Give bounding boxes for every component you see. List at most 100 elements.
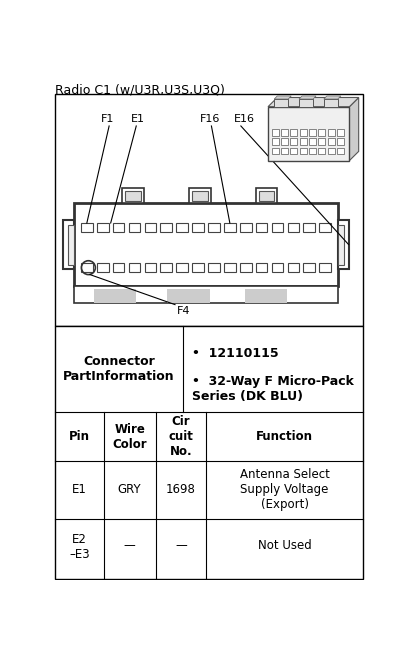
Text: Radio C1 (w/U3R,U3S,U3Q): Radio C1 (w/U3R,U3S,U3Q) xyxy=(55,83,225,96)
Bar xyxy=(245,289,287,303)
Bar xyxy=(281,138,288,145)
Bar xyxy=(272,129,279,136)
Bar xyxy=(299,99,313,107)
Bar xyxy=(300,138,307,145)
Text: —: — xyxy=(175,539,187,552)
Polygon shape xyxy=(324,96,341,99)
Bar xyxy=(272,138,279,145)
Bar xyxy=(240,223,251,232)
Text: –E3: –E3 xyxy=(69,548,90,561)
Bar xyxy=(290,138,297,145)
Bar xyxy=(192,263,204,273)
Bar xyxy=(189,188,211,203)
Bar xyxy=(176,263,188,273)
Bar xyxy=(318,147,325,155)
Bar xyxy=(300,129,307,136)
Polygon shape xyxy=(349,98,359,160)
Bar xyxy=(304,223,315,232)
Bar xyxy=(256,263,267,273)
Bar xyxy=(74,286,338,303)
Text: E1: E1 xyxy=(72,483,87,496)
Bar xyxy=(255,188,277,203)
Text: •  32-Way F Micro-Pack
Series (DK BLU): • 32-Way F Micro-Pack Series (DK BLU) xyxy=(192,376,354,404)
Bar xyxy=(309,138,316,145)
Bar xyxy=(192,190,208,201)
Bar xyxy=(208,263,220,273)
Text: 1698: 1698 xyxy=(166,483,196,496)
Bar xyxy=(338,220,348,269)
Bar xyxy=(288,223,299,232)
Text: E1: E1 xyxy=(131,115,145,125)
Bar xyxy=(256,223,267,232)
Bar xyxy=(281,147,288,155)
Bar xyxy=(337,129,344,136)
Bar xyxy=(272,147,279,155)
Text: Antenna Select
Supply Voltage
(Export): Antenna Select Supply Voltage (Export) xyxy=(240,468,330,511)
Bar xyxy=(113,263,124,273)
Text: Pin: Pin xyxy=(69,430,90,443)
Bar xyxy=(319,263,331,273)
Bar xyxy=(192,223,204,232)
Bar xyxy=(272,223,283,232)
Bar xyxy=(93,289,136,303)
Bar xyxy=(281,129,288,136)
Bar xyxy=(144,223,156,232)
Text: Not Used: Not Used xyxy=(258,539,312,552)
Bar xyxy=(268,107,349,160)
Bar xyxy=(338,224,344,265)
Bar xyxy=(74,203,338,286)
Bar xyxy=(176,223,188,232)
Bar xyxy=(97,223,109,232)
Bar xyxy=(309,129,316,136)
Bar xyxy=(274,99,288,107)
Bar xyxy=(97,263,109,273)
Bar xyxy=(328,138,335,145)
Bar xyxy=(300,147,307,155)
Text: Cir
cuit
No.: Cir cuit No. xyxy=(169,415,193,458)
Bar xyxy=(259,190,274,201)
Text: GRY: GRY xyxy=(118,483,142,496)
Bar xyxy=(81,263,93,273)
Bar xyxy=(68,224,74,265)
Bar xyxy=(129,223,140,232)
Bar xyxy=(81,223,93,232)
Polygon shape xyxy=(268,98,359,107)
Bar xyxy=(160,223,172,232)
Bar xyxy=(328,129,335,136)
Text: E16: E16 xyxy=(234,115,255,125)
Bar xyxy=(337,138,344,145)
Bar xyxy=(167,289,210,303)
Text: Function: Function xyxy=(256,430,313,443)
Text: •  12110115: • 12110115 xyxy=(192,348,279,361)
Bar xyxy=(328,147,335,155)
Bar xyxy=(144,263,156,273)
Bar xyxy=(55,326,364,579)
Text: E2: E2 xyxy=(72,533,87,546)
Text: —: — xyxy=(124,539,135,552)
Bar xyxy=(113,223,124,232)
Text: Connector
PartInformation: Connector PartInformation xyxy=(63,355,175,383)
Bar xyxy=(224,223,236,232)
Text: F1: F1 xyxy=(101,115,114,125)
Bar xyxy=(290,147,297,155)
Text: F4: F4 xyxy=(177,306,190,316)
Bar xyxy=(122,188,144,203)
Bar xyxy=(318,129,325,136)
Bar xyxy=(63,220,74,269)
Bar xyxy=(318,138,325,145)
Bar xyxy=(240,263,251,273)
Bar xyxy=(129,263,140,273)
Bar xyxy=(324,99,338,107)
Bar xyxy=(55,94,364,326)
Text: Wire
Color: Wire Color xyxy=(112,422,147,451)
Bar xyxy=(224,263,236,273)
Bar xyxy=(288,263,299,273)
Polygon shape xyxy=(299,96,316,99)
Text: F16: F16 xyxy=(200,115,220,125)
Bar xyxy=(125,190,141,201)
Bar xyxy=(309,147,316,155)
Bar xyxy=(337,147,344,155)
Bar xyxy=(160,263,172,273)
Bar xyxy=(304,263,315,273)
Bar xyxy=(290,129,297,136)
